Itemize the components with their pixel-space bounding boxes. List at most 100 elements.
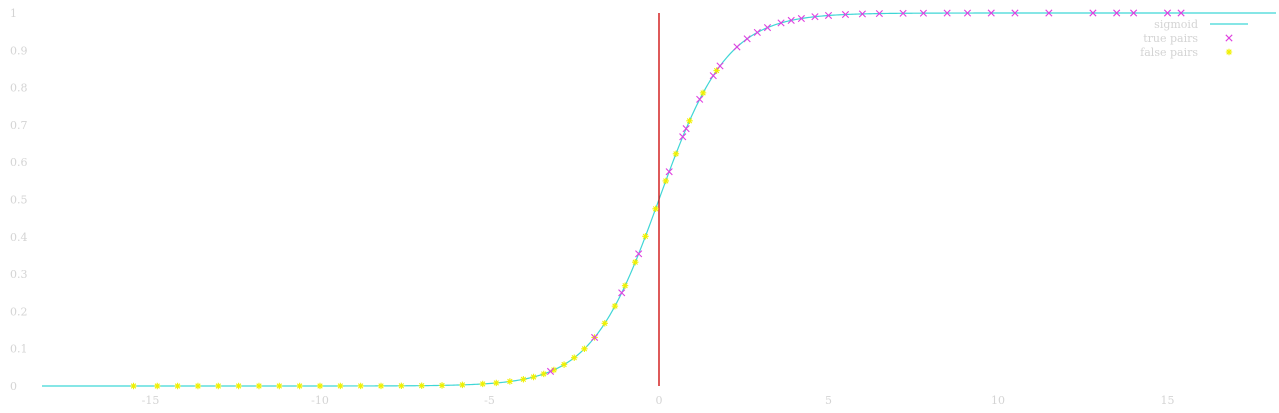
false-pair-point	[672, 150, 680, 158]
y-tick-label: 0.6	[10, 156, 28, 169]
false-pair-point	[235, 382, 242, 390]
false-pair-point	[194, 382, 202, 390]
true-pair-point	[1045, 9, 1053, 17]
false-pair-point	[438, 382, 446, 389]
true-pair-point	[635, 250, 643, 258]
x-tick-label: 0	[656, 394, 663, 407]
true-pair-point	[963, 9, 972, 17]
false-pair-point	[459, 381, 466, 389]
true-pair-point	[1113, 9, 1121, 17]
true-pair-point	[858, 10, 866, 18]
legend-cross-mark	[1225, 34, 1233, 42]
true-pair-point	[899, 9, 907, 17]
false-pair-point	[154, 382, 161, 390]
x-tick-label: -15	[142, 394, 160, 407]
false-pair-point	[686, 117, 693, 125]
x-tick-label: -10	[311, 394, 329, 407]
true-pair-point	[733, 43, 741, 51]
false-pair-point	[255, 382, 263, 390]
false-pair-point	[652, 205, 659, 213]
true-pair-point	[546, 367, 555, 375]
false-pair-point	[571, 354, 578, 361]
false-pair-point	[316, 382, 324, 390]
true-pair-point	[590, 333, 599, 342]
legend-marker-false-pairs	[1225, 48, 1233, 56]
legend-star-mark	[1225, 48, 1233, 56]
true-pair-point	[1130, 9, 1138, 17]
false-pair-point	[713, 67, 720, 74]
false-pair-point	[662, 177, 669, 185]
true-pair-point	[682, 125, 690, 133]
true-pair-point	[753, 28, 761, 37]
legend-label-sigmoid: sigmoid	[1154, 18, 1198, 31]
false-pair-point	[215, 382, 222, 390]
legend: sigmoid true pairs false pairs	[1140, 18, 1248, 59]
true-pair-point	[1011, 9, 1019, 17]
true-pair-point	[716, 62, 724, 70]
y-tick-label: 0.2	[10, 305, 28, 318]
false-pair-point	[479, 380, 486, 388]
false-pair-point	[174, 382, 181, 390]
false-pair-point	[506, 378, 514, 385]
false-pair-point	[540, 370, 547, 378]
false-pair-point	[530, 373, 537, 381]
false-pair-point	[296, 382, 303, 390]
false-pair-point	[550, 366, 558, 374]
false-pair-point	[357, 382, 364, 390]
true-pair-point	[665, 168, 673, 176]
true-pair-point	[679, 133, 687, 141]
true-pair-point	[696, 95, 704, 103]
false-pair-point	[560, 361, 568, 368]
true-pair-point	[763, 24, 772, 32]
false-pair-point	[520, 376, 527, 383]
true-pair-point	[1089, 9, 1097, 17]
false-pair-point	[642, 233, 649, 240]
true-pair-point	[777, 19, 785, 27]
true-pair-point	[1177, 9, 1185, 17]
y-tick-labels: 0 0.1 0.2 0.3 0.4 0.5 0.6 0.7 0.8 0.9 1	[10, 7, 28, 393]
false-pair-point	[699, 89, 707, 97]
y-tick-label: 1	[10, 7, 17, 20]
y-tick-label: 0.4	[10, 231, 28, 244]
y-tick-label: 0.9	[10, 44, 28, 57]
true-pair-point	[1163, 9, 1172, 17]
true-pair-point	[919, 9, 928, 17]
true-pair-point	[875, 9, 883, 18]
false-pair-point	[337, 382, 344, 390]
true-pair-point	[787, 16, 795, 24]
y-tick-label: 0.3	[10, 268, 28, 281]
x-tick-label: 10	[991, 394, 1005, 407]
false-pair-point	[581, 345, 588, 352]
false-pair-point	[130, 382, 137, 390]
true-pair-point	[797, 14, 805, 23]
x-tick-label: 15	[1161, 394, 1175, 407]
false-pair-point	[493, 379, 500, 387]
y-tick-label: 0.1	[10, 343, 28, 356]
x-tick-label: -5	[484, 394, 495, 407]
y-tick-label: 0	[10, 380, 17, 393]
false-pair-point	[601, 320, 608, 327]
legend-marker-true-pairs	[1225, 34, 1233, 42]
plot-area	[42, 9, 1276, 390]
true-pair-point	[824, 11, 833, 20]
false-pair-point	[418, 382, 425, 389]
legend-label-true-pairs: true pairs	[1143, 32, 1198, 45]
true-pair-point	[811, 13, 819, 21]
true-pair-point	[709, 72, 717, 80]
false-pair-point	[276, 382, 283, 390]
legend-label-false-pairs: false pairs	[1140, 46, 1198, 59]
false-pair-point	[398, 382, 405, 390]
false-pair-point	[377, 382, 385, 390]
true-pair-point	[618, 289, 626, 297]
false-pair-point	[632, 259, 639, 266]
y-tick-label: 0.5	[10, 194, 28, 207]
x-tick-labels: -15 -10 -5 0 5 10 15	[142, 394, 1175, 407]
false-pair-point	[611, 302, 619, 310]
y-tick-label: 0.8	[10, 82, 28, 95]
y-tick-label: 0.7	[10, 119, 28, 132]
true-pair-point	[841, 10, 850, 19]
true-pair-point	[943, 9, 951, 17]
x-tick-label: 5	[825, 394, 832, 407]
true-pair-point	[743, 35, 751, 43]
